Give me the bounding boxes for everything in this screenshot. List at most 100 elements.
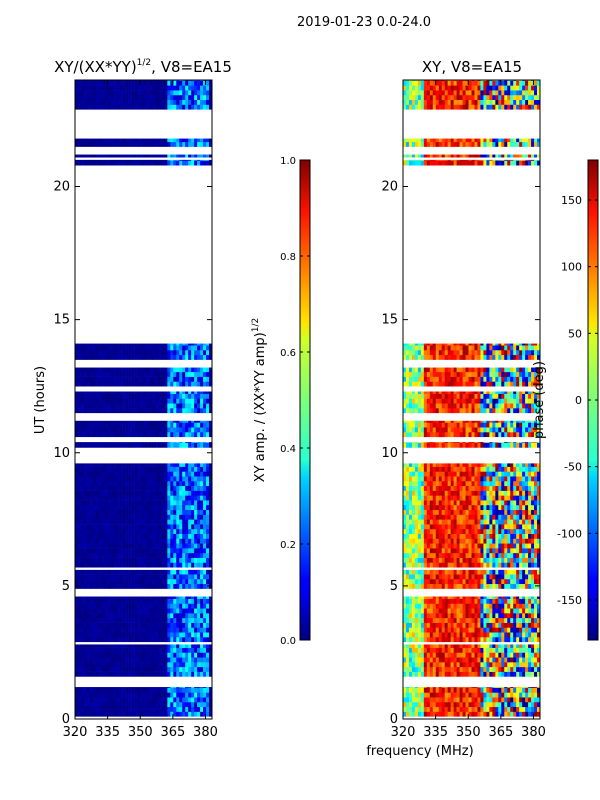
amp-heatmap-cell (173, 671, 177, 677)
amp-heatmap-cell (107, 343, 112, 346)
amp-heatmap-cell (164, 442, 168, 448)
amp-heatmap-cell (89, 637, 94, 643)
phase-heatmap-cell (456, 637, 460, 643)
amp-heatmap-cell (86, 495, 91, 501)
amp-heatmap-cell (188, 538, 192, 544)
amp-heatmap-cell (86, 427, 91, 433)
phase-heatmap-cell (456, 652, 460, 658)
phase-heatmap-cell (492, 608, 496, 614)
amp-heatmap-cell (92, 557, 97, 563)
amp-heatmap-cell (152, 514, 156, 520)
amp-heatmap-cell (131, 533, 135, 539)
amp-heatmap-cell (101, 376, 106, 382)
amp-heatmap-cell (107, 138, 112, 143)
amp-heatmap-cell (95, 500, 100, 506)
amp-heatmap-cell (209, 706, 213, 712)
phase-heatmap-cell (414, 598, 419, 604)
amp-heatmap-cell (75, 500, 79, 506)
amp-heatmap-cell (116, 671, 120, 677)
amp-heatmap-cell (197, 543, 201, 549)
phase-heatmap-cell (501, 666, 505, 672)
amp-heatmap-cell (101, 632, 106, 638)
phase-heatmap-cell (513, 697, 517, 703)
amp-heatmap-cell (86, 471, 91, 477)
phase-heatmap-cell (453, 671, 457, 677)
amp-heatmap-cell (146, 557, 150, 563)
amp-heatmap-cell (164, 391, 168, 394)
phase-heatmap-cell (474, 711, 478, 717)
phase-heatmap-cell (429, 657, 434, 663)
amp-heatmap-cell (122, 687, 126, 688)
amp-heatmap-cell (143, 711, 147, 717)
amp-heatmap-cell (104, 687, 109, 693)
phase-heatmap-cell (411, 622, 416, 628)
amp-heatmap-cell (185, 543, 189, 549)
amp-heatmap-cell (134, 398, 138, 404)
amp-heatmap-cell (101, 569, 106, 575)
amp-heatmap-cell (101, 391, 106, 394)
phase-heatmap-cell (432, 701, 437, 708)
amp-heatmap-cell (104, 622, 109, 628)
phase-heatmap-cell (498, 652, 502, 658)
amp-heatmap-cell (80, 662, 85, 668)
amp-heatmap-cell (146, 393, 150, 399)
amp-heatmap-cell (161, 657, 165, 663)
amp-heatmap-cell (110, 94, 115, 100)
amp-heatmap-cell (158, 442, 162, 443)
amp-heatmap-cell (164, 543, 168, 549)
phase-heatmap-cell (525, 647, 529, 653)
phase-heatmap-cell (408, 617, 413, 623)
amp-heatmap-cell (77, 422, 82, 428)
amp-heatmap-cell (83, 495, 88, 501)
amp-heatmap-cell (75, 393, 79, 399)
amp-heatmap-cell (200, 608, 204, 614)
amp-heatmap-cell (173, 393, 177, 399)
amp-heatmap-cell (131, 657, 135, 663)
amp-heatmap-cell (92, 652, 97, 658)
amp-heatmap-cell (104, 408, 109, 414)
amp-heatmap-cell (188, 480, 192, 487)
amp-heatmap-cell (77, 687, 82, 693)
phase-heatmap-cell (444, 583, 448, 589)
amp-heatmap-cell (161, 408, 165, 414)
amp-heatmap-cell (167, 552, 171, 558)
amp-heatmap-cell (167, 533, 171, 539)
phase-heatmap-cell (435, 647, 440, 653)
amp-heatmap-cell (113, 557, 117, 563)
amp-heatmap-cell (140, 471, 144, 477)
phase-heatmap-cell (480, 692, 484, 698)
phase-heatmap-cell (468, 652, 472, 658)
amp-heatmap-cell (158, 463, 162, 467)
phase-heatmap-cell (531, 671, 535, 677)
amp-heatmap-cell (185, 398, 189, 404)
amp-heatmap-cell (197, 652, 201, 658)
amp-heatmap-cell (86, 617, 91, 623)
phase-heatmap-cell (426, 644, 431, 648)
phase-heatmap-cell (483, 603, 487, 609)
phase-heatmap-cell (501, 603, 505, 609)
amp-heatmap-cell (125, 343, 129, 346)
amp-heatmap-cell (176, 393, 180, 399)
amp-heatmap-cell (152, 420, 156, 423)
amp-heatmap-cell (80, 533, 85, 539)
amp-heatmap-cell (140, 367, 144, 373)
amp-heatmap-cell (176, 485, 180, 491)
amp-heatmap-cell (101, 617, 106, 623)
amp-heatmap-cell (80, 652, 85, 658)
amp-heatmap-cell (206, 578, 210, 585)
amp-heatmap-cell (110, 652, 115, 658)
amp-heatmap-cell (101, 644, 106, 648)
amp-heatmap-cell (113, 343, 117, 346)
amp-heatmap-cell (89, 403, 94, 409)
amp-heatmap-cell (104, 552, 109, 558)
phase-heatmap-cell (507, 657, 511, 663)
amp-heatmap-cell (179, 603, 183, 609)
amp-heatmap-cell (158, 90, 162, 96)
amp-heatmap-cell (131, 391, 135, 394)
amp-heatmap-cell (203, 596, 207, 599)
amp-heatmap-cell (179, 533, 183, 539)
amp-heatmap-cell (92, 524, 97, 530)
amp-heatmap-cell (170, 596, 174, 599)
amp-heatmap-cell (194, 687, 198, 688)
amp-heatmap-cell (77, 647, 82, 653)
